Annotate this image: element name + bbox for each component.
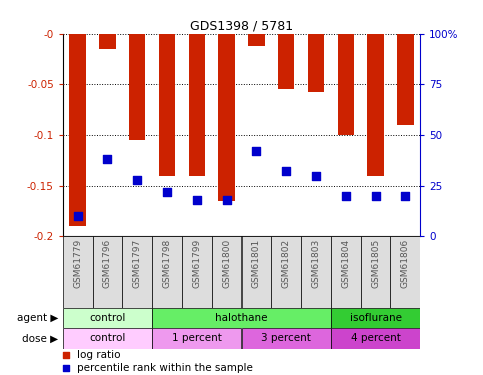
- Point: [223, 197, 230, 203]
- Point: [163, 189, 171, 195]
- Bar: [331, 308, 420, 328]
- Text: halothane: halothane: [215, 313, 268, 323]
- Point: [312, 172, 320, 178]
- Text: percentile rank within the sample: percentile rank within the sample: [77, 363, 253, 374]
- Point: [133, 177, 141, 183]
- Point: [282, 168, 290, 174]
- Bar: [63, 308, 152, 328]
- Text: control: control: [89, 333, 126, 344]
- Point: [193, 197, 201, 203]
- Text: GSM61806: GSM61806: [401, 238, 410, 288]
- Bar: [99, 34, 115, 49]
- Bar: [70, 34, 86, 226]
- Point: [342, 193, 350, 199]
- Bar: [182, 236, 212, 308]
- Text: 4 percent: 4 percent: [351, 333, 400, 344]
- Bar: [397, 34, 413, 125]
- Point: [74, 213, 82, 219]
- Title: GDS1398 / 5781: GDS1398 / 5781: [190, 20, 293, 33]
- Bar: [159, 34, 175, 176]
- Text: isoflurane: isoflurane: [350, 313, 401, 323]
- Bar: [189, 34, 205, 176]
- Text: GSM61800: GSM61800: [222, 238, 231, 288]
- Bar: [301, 236, 331, 308]
- Bar: [218, 34, 235, 201]
- Point: [401, 193, 409, 199]
- Text: GSM61801: GSM61801: [252, 238, 261, 288]
- Bar: [390, 236, 420, 308]
- Bar: [361, 236, 390, 308]
- Bar: [129, 34, 145, 140]
- Point: [270, 299, 278, 305]
- Text: GSM61798: GSM61798: [163, 238, 171, 288]
- Bar: [63, 236, 93, 308]
- Point: [253, 148, 260, 154]
- Bar: [248, 34, 265, 46]
- Bar: [278, 34, 294, 90]
- Text: GSM61779: GSM61779: [73, 238, 82, 288]
- Bar: [122, 236, 152, 308]
- Bar: [338, 34, 354, 135]
- Point: [270, 180, 278, 186]
- Text: GSM61802: GSM61802: [282, 238, 291, 288]
- Text: GSM61799: GSM61799: [192, 238, 201, 288]
- Point: [104, 156, 112, 162]
- Text: 1 percent: 1 percent: [172, 333, 222, 344]
- Bar: [152, 328, 242, 349]
- Text: 3 percent: 3 percent: [261, 333, 311, 344]
- Text: GSM61803: GSM61803: [312, 238, 320, 288]
- Bar: [152, 236, 182, 308]
- Bar: [212, 236, 242, 308]
- Bar: [331, 328, 420, 349]
- Text: GSM61796: GSM61796: [103, 238, 112, 288]
- Text: GSM61805: GSM61805: [371, 238, 380, 288]
- Point: [372, 193, 380, 199]
- Bar: [93, 236, 122, 308]
- Text: control: control: [89, 313, 126, 323]
- Bar: [242, 328, 331, 349]
- Text: GSM61804: GSM61804: [341, 238, 350, 288]
- Bar: [331, 236, 361, 308]
- Bar: [63, 328, 152, 349]
- Bar: [368, 34, 384, 176]
- Bar: [152, 308, 331, 328]
- Bar: [271, 236, 301, 308]
- Bar: [308, 34, 324, 93]
- Text: GSM61797: GSM61797: [133, 238, 142, 288]
- Text: dose ▶: dose ▶: [22, 333, 58, 344]
- Text: log ratio: log ratio: [77, 350, 121, 360]
- Bar: [242, 236, 271, 308]
- Text: agent ▶: agent ▶: [16, 313, 58, 323]
